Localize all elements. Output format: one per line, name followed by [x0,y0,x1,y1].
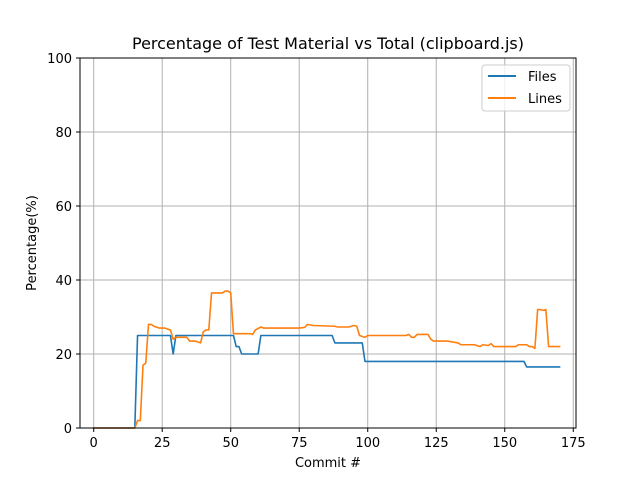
series-line-lines [92,290,561,429]
series-layer [92,290,561,429]
y-tick-label: 0 [64,422,72,437]
x-tick-label: 25 [154,436,171,451]
chart-title: Percentage of Test Material vs Total (cl… [132,34,524,53]
x-tick-label: 175 [561,436,586,451]
y-tick-label: 60 [55,200,72,215]
x-tick-label: 0 [90,436,98,451]
x-tick-label: 100 [355,436,380,451]
x-tick-label: 50 [222,436,239,451]
x-tick-label: 125 [424,436,449,451]
y-axis: 0 20 40 60 80 100 [47,52,80,437]
plot-frame [79,57,577,429]
x-axis: 0 25 50 75 100 125 150 175 [90,428,586,451]
legend-label: Files [528,70,557,85]
y-tick-label: 100 [47,52,72,67]
series-line-files [92,334,561,429]
legend-label: Lines [528,92,562,107]
y-tick-label: 20 [55,348,72,363]
y-axis-label: Percentage(%) [25,195,40,291]
y-tick-label: 40 [55,274,72,289]
legend: Files Lines [481,64,571,112]
y-tick-label: 80 [55,126,72,141]
x-tick-label: 150 [492,436,517,451]
grid [80,57,576,429]
x-axis-label: Commit # [295,456,361,471]
x-tick-label: 75 [291,436,308,451]
